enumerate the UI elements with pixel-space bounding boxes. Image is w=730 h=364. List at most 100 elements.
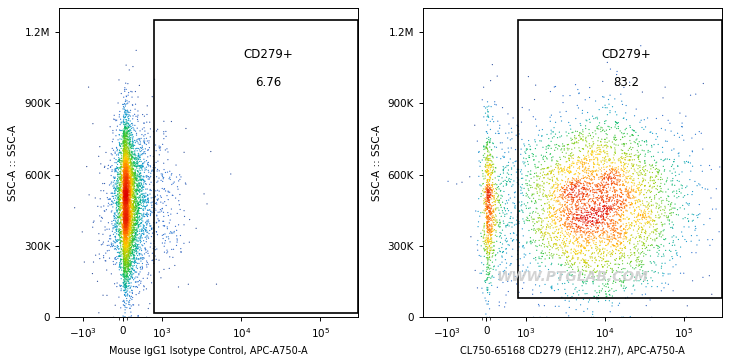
Point — [480, 214, 492, 220]
Point — [634, 188, 646, 194]
Point — [147, 182, 159, 188]
Point — [119, 149, 131, 155]
Point — [598, 215, 610, 221]
Point — [120, 150, 131, 156]
Point — [610, 246, 621, 252]
Point — [497, 153, 509, 159]
Point — [607, 166, 618, 172]
Point — [129, 253, 141, 258]
Point — [651, 229, 663, 234]
Point — [122, 81, 134, 87]
Point — [574, 130, 585, 136]
Point — [124, 179, 136, 185]
Point — [611, 120, 623, 126]
Point — [123, 217, 134, 223]
Point — [123, 241, 134, 246]
Point — [118, 229, 130, 234]
Point — [479, 190, 491, 195]
Point — [119, 248, 131, 254]
Point — [118, 161, 130, 167]
Point — [121, 194, 133, 199]
Point — [661, 196, 672, 202]
Point — [126, 240, 137, 245]
Point — [666, 256, 678, 261]
Point — [655, 230, 666, 236]
Point — [205, 149, 217, 154]
Point — [584, 119, 596, 125]
Point — [135, 175, 147, 181]
Point — [482, 199, 493, 205]
Point — [118, 207, 130, 213]
Point — [122, 189, 134, 194]
Point — [118, 150, 130, 156]
Point — [123, 193, 134, 199]
Point — [107, 199, 119, 205]
Point — [135, 256, 147, 262]
Point — [118, 233, 130, 239]
Point — [481, 198, 493, 204]
Point — [132, 94, 144, 100]
Point — [674, 110, 685, 116]
Point — [535, 250, 547, 256]
Point — [120, 234, 131, 240]
Point — [118, 138, 130, 144]
Point — [607, 197, 618, 203]
Point — [494, 219, 506, 225]
Point — [486, 170, 498, 176]
Point — [569, 237, 581, 243]
Point — [519, 159, 531, 165]
Point — [134, 164, 146, 170]
Point — [118, 221, 130, 227]
Point — [607, 242, 618, 248]
Point — [578, 157, 590, 162]
Point — [695, 163, 707, 169]
Point — [119, 205, 131, 211]
Point — [123, 246, 135, 252]
Point — [116, 203, 128, 209]
Point — [120, 218, 132, 224]
Point — [606, 198, 618, 204]
Point — [481, 167, 493, 173]
Point — [147, 225, 159, 231]
Point — [118, 134, 130, 140]
Point — [633, 254, 645, 260]
Point — [120, 194, 131, 200]
Point — [118, 198, 130, 204]
Point — [550, 142, 562, 147]
Point — [118, 170, 129, 175]
Point — [118, 217, 130, 223]
Point — [537, 231, 548, 237]
Point — [496, 180, 507, 186]
Point — [119, 225, 131, 230]
Point — [128, 127, 140, 133]
Point — [124, 289, 136, 295]
Point — [121, 151, 133, 157]
Point — [141, 262, 153, 268]
Point — [126, 143, 137, 149]
Point — [158, 232, 169, 237]
Point — [120, 122, 132, 128]
Point — [120, 203, 131, 209]
Point — [604, 249, 615, 255]
Point — [124, 294, 136, 300]
Point — [123, 207, 135, 213]
Point — [505, 210, 517, 215]
Point — [578, 213, 590, 219]
Point — [128, 191, 139, 197]
Point — [119, 169, 131, 174]
Point — [600, 242, 612, 248]
Point — [546, 283, 558, 289]
Point — [120, 111, 132, 117]
Point — [635, 213, 647, 218]
Point — [116, 199, 128, 205]
Point — [123, 216, 134, 222]
Point — [482, 235, 493, 241]
Point — [120, 213, 131, 219]
Point — [603, 172, 615, 178]
Point — [121, 179, 133, 185]
Point — [612, 230, 623, 236]
Point — [120, 165, 131, 170]
Point — [116, 212, 128, 218]
Point — [124, 248, 136, 253]
Point — [110, 195, 121, 201]
